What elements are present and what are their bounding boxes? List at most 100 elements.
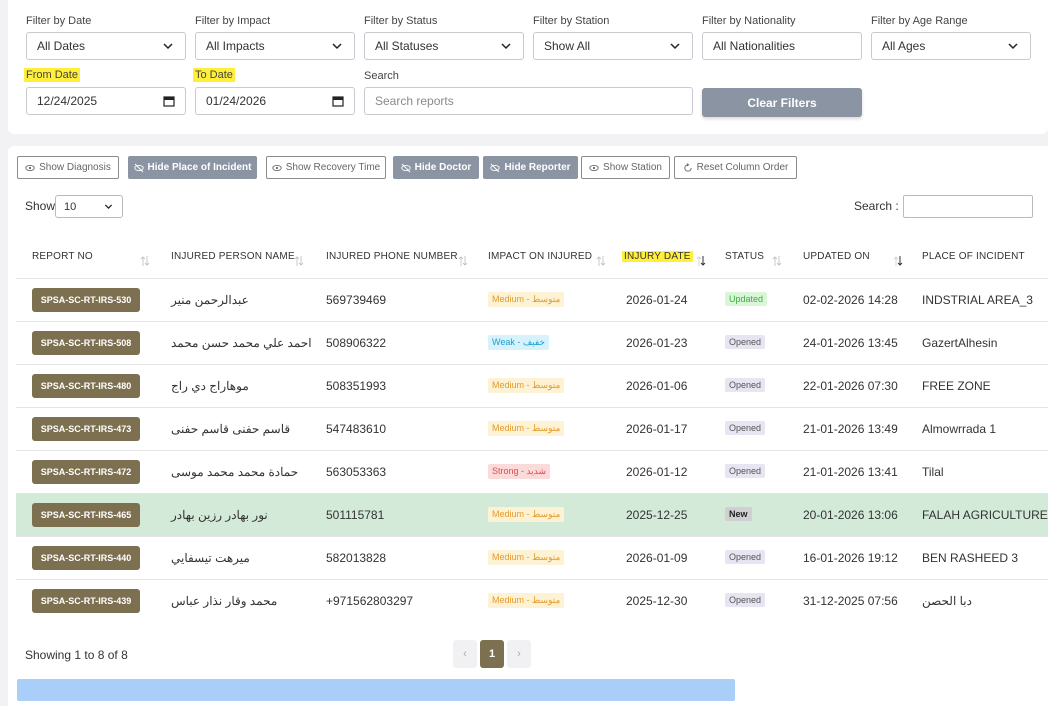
table-row[interactable]: SPSA-SC-RT-IRS-530 عبدالرحمن منير 569739… <box>16 278 1048 321</box>
place-cell: INDSTRIAL AREA_3 <box>922 293 1033 307</box>
sort-icon[interactable] <box>772 255 782 267</box>
sort-icon[interactable] <box>596 255 606 267</box>
search-label: Search <box>364 70 399 82</box>
filter-panel: Filter by Date All Dates Filter by Impac… <box>8 0 1048 134</box>
injury-date-cell: 2026-01-17 <box>626 422 688 436</box>
report-no-button[interactable]: SPSA-SC-RT-IRS-465 <box>32 503 140 527</box>
header-status[interactable]: STATUS <box>725 251 765 262</box>
reset-column-order-label: Reset Column Order <box>696 162 789 173</box>
impact-badge: Strong - شديد <box>488 464 551 479</box>
from-date-label: From Date <box>24 68 80 82</box>
place-cell: FALAH AGRICULTURE <box>922 508 1048 522</box>
updated-on-cell: 24-01-2026 13:45 <box>803 336 898 350</box>
phone-cell: 569739469 <box>326 293 387 307</box>
reset-column-order-button[interactable]: Reset Column Order <box>674 156 797 179</box>
filter-status-label: Filter by Status <box>364 15 438 27</box>
updated-on-cell: 21-01-2026 13:41 <box>803 465 898 479</box>
status-badge: Opened <box>725 464 766 478</box>
report-no-button[interactable]: SPSA-SC-RT-IRS-440 <box>32 546 140 570</box>
filter-age-value: All Ages <box>882 39 926 53</box>
table-row[interactable]: SPSA-SC-RT-IRS-480 موهاراج دي راج 508351… <box>16 364 1048 407</box>
page-size-select[interactable]: 10 <box>55 195 123 218</box>
next-page-button[interactable]: › <box>507 640 531 668</box>
filter-impact-select[interactable]: All Impacts <box>195 32 355 60</box>
calendar-icon[interactable] <box>163 95 175 107</box>
show-diagnosis-button[interactable]: Show Diagnosis <box>17 156 119 179</box>
horizontal-scrollbar[interactable] <box>17 679 735 701</box>
hide-reporter-button[interactable]: Hide Reporter <box>483 156 578 179</box>
table-row[interactable]: SPSA-SC-RT-IRS-473 قاسم حفنى قاسم حفنى 5… <box>16 407 1048 450</box>
report-no-button[interactable]: SPSA-SC-RT-IRS-473 <box>32 417 140 441</box>
impact-badge: Medium - متوسط <box>488 507 565 522</box>
filter-nationality-input[interactable]: All Nationalities <box>702 32 862 60</box>
header-phone[interactable]: INJURED PHONE NUMBER <box>326 251 458 262</box>
table-row[interactable]: SPSA-SC-RT-IRS-439 محمد وقار نذار عباس +… <box>16 579 1048 622</box>
to-date-input[interactable]: 01/24/2026 <box>195 87 355 115</box>
table-row[interactable]: SPSA-SC-RT-IRS-465 نور بهادر رزين بهادر … <box>16 493 1048 536</box>
clear-filters-button[interactable]: Clear Filters <box>702 88 862 117</box>
sort-icon[interactable] <box>294 255 304 267</box>
header-place[interactable]: PLACE OF INCIDENT <box>922 251 1025 262</box>
filter-date-value: All Dates <box>37 39 86 53</box>
status-badge: Opened <box>725 593 766 607</box>
status-badge: New <box>725 507 752 521</box>
report-no-button[interactable]: SPSA-SC-RT-IRS-439 <box>32 589 140 613</box>
filter-impact-label: Filter by Impact <box>195 15 271 27</box>
phone-cell: 508906322 <box>326 336 387 350</box>
from-date-input[interactable]: 12/24/2025 <box>26 87 186 115</box>
updated-on-cell: 20-01-2026 13:06 <box>803 508 898 522</box>
status-badge: Opened <box>725 421 766 435</box>
chevron-down-icon <box>670 43 680 50</box>
header-updated-on[interactable]: UPDATED ON <box>803 251 870 262</box>
status-badge: Opened <box>725 335 766 349</box>
place-cell: Tilal <box>922 465 944 479</box>
sort-icon[interactable] <box>140 255 150 267</box>
injury-date-cell: 2026-01-09 <box>626 551 688 565</box>
report-no-button[interactable]: SPSA-SC-RT-IRS-480 <box>32 374 140 398</box>
show-station-button[interactable]: Show Station <box>581 156 670 179</box>
search-reports-input[interactable]: Search reports <box>364 87 693 115</box>
header-injured-name[interactable]: INJURED PERSON NAME <box>171 251 295 262</box>
hide-doctor-label: Hide Doctor <box>414 162 472 173</box>
injury-date-cell: 2025-12-25 <box>626 508 688 522</box>
filter-station-select[interactable]: Show All <box>533 32 693 60</box>
show-recovery-time-button[interactable]: Show Recovery Time <box>266 156 386 179</box>
sort-icon[interactable] <box>458 255 468 267</box>
sort-desc-icon[interactable] <box>696 255 706 267</box>
updated-on-cell: 21-01-2026 13:49 <box>803 422 898 436</box>
table-row[interactable]: SPSA-SC-RT-IRS-472 حمادة محمد محمد موسى … <box>16 450 1048 493</box>
updated-on-cell: 31-12-2025 07:56 <box>803 594 898 608</box>
status-badge: Updated <box>725 292 768 306</box>
filter-status-value: All Statuses <box>375 39 439 53</box>
hide-reporter-label: Hide Reporter <box>504 162 571 173</box>
report-no-button[interactable]: SPSA-SC-RT-IRS-530 <box>32 288 140 312</box>
injured-name-cell: ميرهت تيسفايي <box>171 551 250 565</box>
impact-badge: Medium - متوسط <box>488 292 565 307</box>
chevron-down-icon <box>163 43 173 50</box>
sort-desc-icon[interactable] <box>893 255 903 267</box>
table-search-input[interactable] <box>903 195 1033 218</box>
injured-name-cell: عبدالرحمن منير <box>171 293 249 307</box>
pagination-info: Showing 1 to 8 of 8 <box>25 648 128 662</box>
page-1-button[interactable]: 1 <box>480 640 504 668</box>
report-no-button[interactable]: SPSA-SC-RT-IRS-508 <box>32 331 140 355</box>
filter-station-label: Filter by Station <box>533 15 610 27</box>
hide-place-label: Hide Place of Incident <box>147 162 252 173</box>
chevron-down-icon <box>332 43 342 50</box>
injury-date-cell: 2025-12-30 <box>626 594 688 608</box>
table-row[interactable]: SPSA-SC-RT-IRS-508 احمد علي محمد حسن محم… <box>16 321 1048 364</box>
header-report-no[interactable]: REPORT NO <box>32 251 93 262</box>
report-no-button[interactable]: SPSA-SC-RT-IRS-472 <box>32 460 140 484</box>
header-impact[interactable]: IMPACT ON INJURED <box>488 251 593 262</box>
prev-page-button[interactable]: ‹ <box>453 640 477 668</box>
updated-on-cell: 22-01-2026 07:30 <box>803 379 898 393</box>
calendar-icon[interactable] <box>332 95 344 107</box>
filter-date-select[interactable]: All Dates <box>26 32 186 60</box>
chevron-down-icon <box>104 204 113 209</box>
filter-age-select[interactable]: All Ages <box>871 32 1031 60</box>
filter-status-select[interactable]: All Statuses <box>364 32 524 60</box>
hide-place-button[interactable]: Hide Place of Incident <box>128 156 257 179</box>
header-injury-date[interactable]: INJURY DATE <box>622 251 693 262</box>
table-row[interactable]: SPSA-SC-RT-IRS-440 ميرهت تيسفايي 5820138… <box>16 536 1048 579</box>
hide-doctor-button[interactable]: Hide Doctor <box>393 156 479 179</box>
